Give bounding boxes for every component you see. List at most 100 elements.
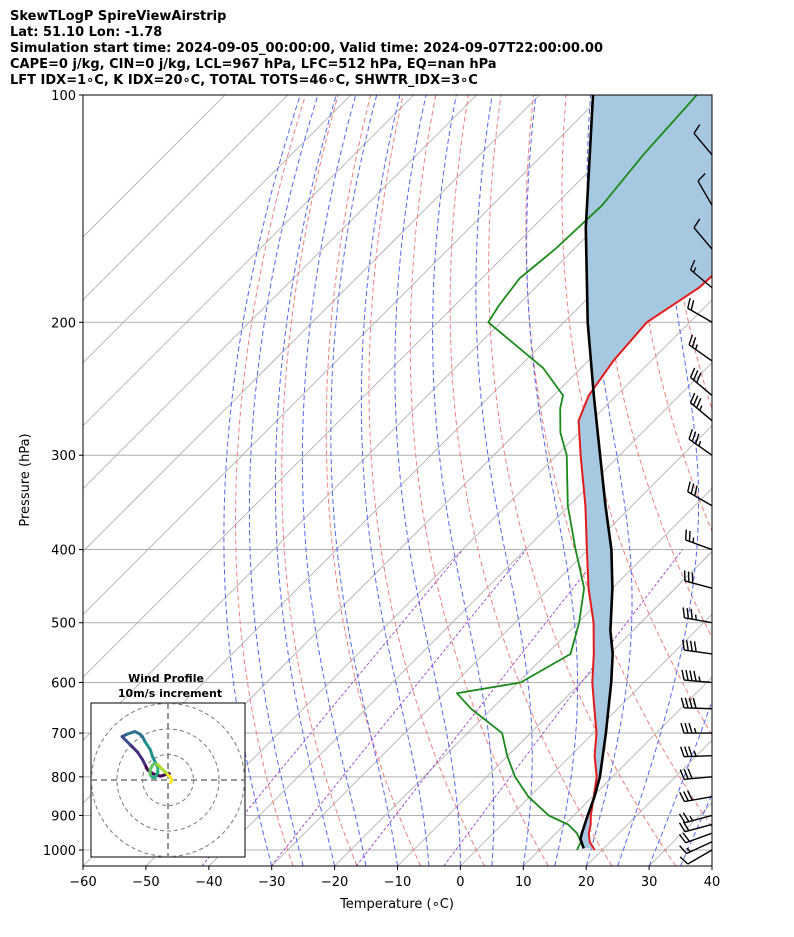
barb-flag: [688, 334, 694, 346]
barb-half-flag: [693, 727, 697, 734]
isotherm-line: [83, 95, 603, 615]
wind-barb: [689, 367, 713, 396]
isotherm-line: [83, 95, 352, 364]
barb-flag: [689, 367, 696, 378]
barb-flag: [684, 722, 689, 734]
dry-adiabat: [368, 95, 485, 866]
dry-adiabat: [525, 95, 712, 828]
barb-shaft: [684, 649, 713, 655]
barb-flag: [693, 670, 697, 682]
moist-adiabat: [301, 95, 367, 866]
barb-half-flag: [693, 751, 697, 757]
moist-adiabat: [223, 95, 301, 866]
dewpoint-line: [456, 95, 698, 851]
isotherm-line: [775, 95, 794, 866]
barb-flag: [680, 697, 685, 708]
barb-flag: [679, 769, 685, 780]
barb-shaft: [688, 438, 713, 456]
wind-barb: [688, 429, 713, 456]
barb-shaft: [690, 376, 713, 396]
index-line: LFT IDX=1∘C, K IDX=20∘C, TOTAL TOTS=46∘C…: [10, 73, 478, 88]
barb-flag: [687, 481, 691, 492]
barb-shaft: [684, 776, 713, 780]
barb-flag: [681, 669, 685, 681]
dry-adiabat: [409, 95, 549, 866]
hodograph-subtitle: 10m/s increment: [118, 687, 222, 700]
barb-flag: [684, 746, 689, 757]
x-tick-label: −50: [132, 875, 159, 890]
isotherm-line: [83, 95, 414, 427]
y-axis-label: Pressure (hPa): [18, 433, 33, 526]
y-tick-label: 300: [51, 449, 76, 464]
wind-barb: [689, 259, 713, 289]
wind-barb: [680, 722, 712, 734]
barb-half-flag: [699, 405, 703, 411]
dry-adiabat: [449, 95, 613, 866]
barb-shaft: [684, 814, 713, 824]
wind-barb: [693, 124, 713, 156]
dry-adiabat: [729, 95, 794, 866]
x-tick-label: 10: [515, 875, 532, 890]
y-tick-label: 500: [51, 617, 76, 632]
barb-shaft: [684, 580, 713, 589]
mixing-ratio-line: [355, 549, 604, 866]
barb-shaft: [686, 841, 713, 855]
y-tick-label: 1000: [43, 844, 76, 859]
y-tick-label: 200: [51, 316, 76, 331]
isotherm-line: [397, 550, 712, 866]
moist-adiabat: [526, 95, 579, 866]
barb-flag: [689, 640, 693, 652]
barb-flag: [689, 392, 696, 403]
moist-adiabat: [274, 95, 337, 866]
barb-half-flag: [698, 440, 702, 447]
moist-adiabat: [248, 95, 319, 866]
time-line: Simulation start time: 2024-09-05_00:00:…: [10, 41, 603, 56]
x-tick-label: −60: [69, 875, 96, 890]
isotherm-line: [334, 488, 712, 866]
wind-barb: [687, 481, 713, 507]
barb-flag: [687, 297, 691, 309]
x-tick-label: 0: [456, 875, 464, 890]
barb-flag: [680, 722, 685, 734]
barb-flag: [690, 608, 693, 620]
moist-adiabat: [711, 864, 712, 866]
barb-flag: [693, 218, 701, 229]
dry-adiabat: [488, 95, 677, 866]
barb-flag: [693, 641, 697, 652]
hodograph-title: Wind Profile: [128, 672, 204, 685]
x-tick-label: −10: [384, 875, 411, 890]
wind-barb: [679, 849, 713, 865]
barb-flag: [689, 670, 693, 681]
barb-half-flag: [692, 267, 697, 273]
barb-flag: [684, 697, 689, 709]
wind-barb: [678, 812, 713, 824]
wind-barb: [679, 790, 713, 803]
isotherm-line: [83, 95, 477, 490]
wind-barb: [680, 746, 713, 758]
mixing-ratio-line: [270, 549, 527, 866]
barb-shaft: [687, 849, 713, 865]
wind-barb: [682, 639, 713, 655]
mixing-ratio-line: [443, 549, 683, 866]
isotherm-line: [523, 676, 712, 866]
moist-adiabat: [330, 95, 398, 866]
barb-flag: [689, 259, 696, 271]
isotherm-line: [711, 865, 712, 866]
wind-barb: [681, 669, 713, 684]
barb-flag: [678, 813, 686, 824]
x-axis-label: Temperature (∘C): [339, 897, 454, 912]
x-tick-label: 20: [578, 875, 595, 890]
barb-half-flag: [689, 815, 694, 821]
barb-flag: [678, 822, 686, 833]
temperature-line: [577, 274, 712, 851]
moist-adiabat: [617, 95, 700, 866]
barb-flag: [694, 433, 700, 444]
barb-half-flag: [694, 344, 698, 350]
barb-flag: [693, 124, 701, 134]
barb-shaft: [687, 491, 713, 507]
isotherm-line: [271, 425, 712, 866]
y-tick-label: 800: [51, 771, 76, 786]
barb-flag: [683, 791, 689, 802]
barb-flag: [686, 608, 690, 619]
barb-shaft: [683, 707, 713, 710]
